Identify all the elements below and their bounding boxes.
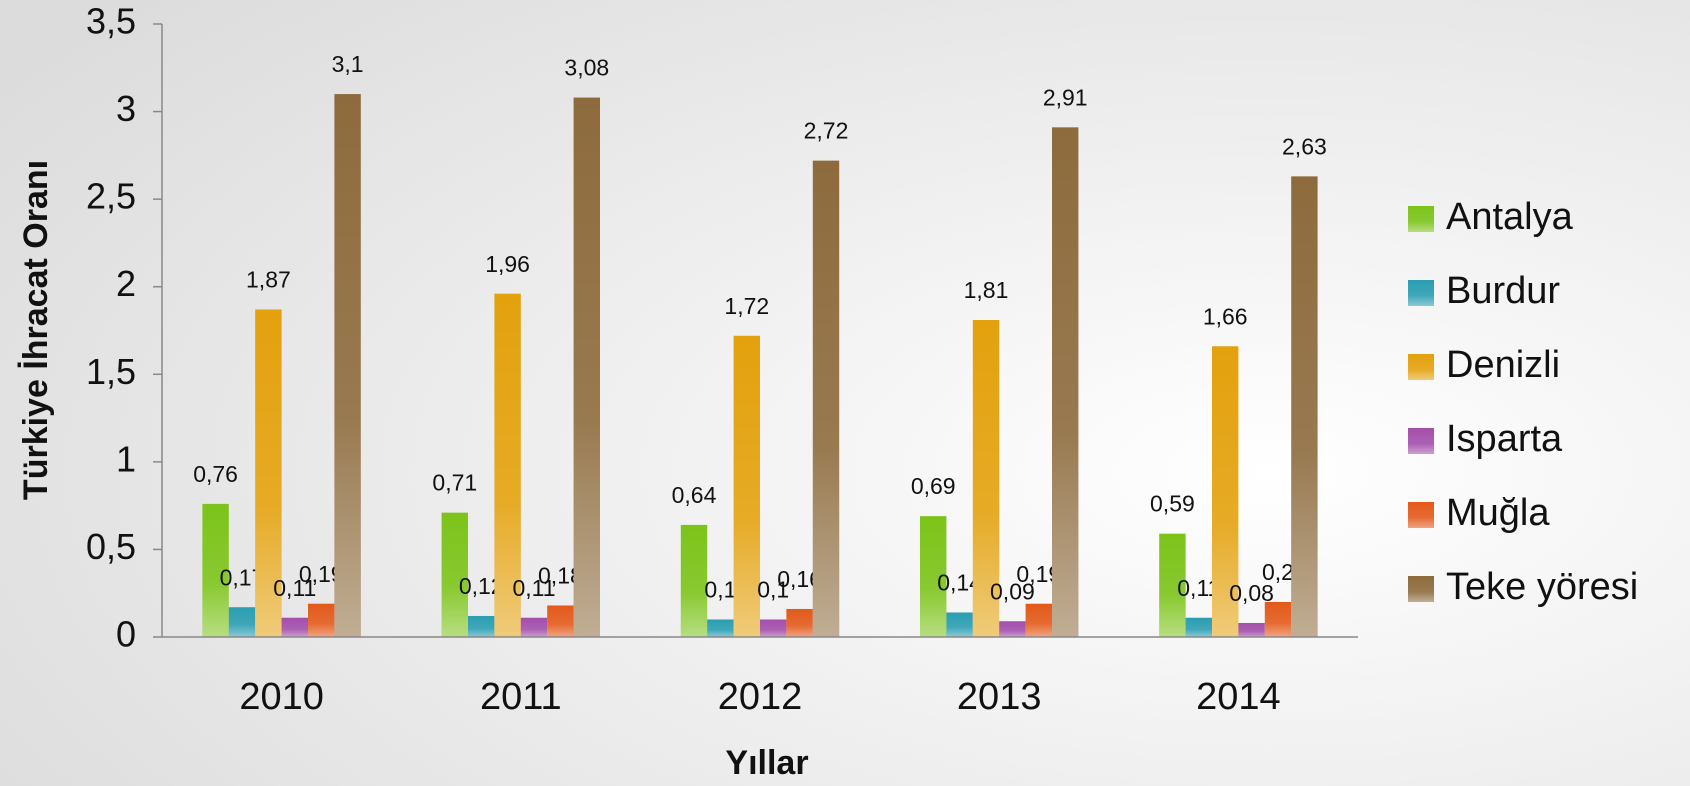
value-label: 1,66 bbox=[1203, 303, 1248, 329]
x-tick-label: 2011 bbox=[480, 676, 562, 718]
value-label: 1,81 bbox=[964, 277, 1009, 303]
bar-shade bbox=[972, 319, 1000, 637]
bar-shade bbox=[308, 603, 335, 637]
value-label: 0,64 bbox=[672, 482, 717, 508]
bar-shade bbox=[202, 503, 229, 637]
bar-shade bbox=[733, 335, 760, 637]
value-label: 3,08 bbox=[564, 55, 609, 81]
legend-swatch-shade bbox=[1408, 502, 1434, 528]
value-label: 0,71 bbox=[432, 470, 477, 496]
y-tick-label: 3,5 bbox=[86, 1, 136, 42]
value-label: 0,08 bbox=[1229, 580, 1274, 606]
y-tick-label: 0,5 bbox=[86, 526, 136, 567]
bar-shade bbox=[1025, 603, 1052, 637]
legend-label: Antalya bbox=[1446, 196, 1574, 238]
value-label: 0,11 bbox=[512, 575, 555, 601]
bar-shade bbox=[520, 617, 548, 637]
value-label: 2,72 bbox=[804, 118, 849, 144]
value-label: 0,11 bbox=[273, 575, 316, 601]
value-label: 0,69 bbox=[911, 473, 956, 499]
legend-swatch-shade bbox=[1408, 206, 1434, 232]
x-tick-label: 2012 bbox=[718, 676, 803, 718]
bar-shade bbox=[1212, 346, 1239, 637]
bar-shade bbox=[999, 621, 1026, 637]
y-tick-label: 0 bbox=[116, 614, 136, 655]
value-label: 0,09 bbox=[990, 578, 1035, 604]
y-tick-label: 2 bbox=[116, 263, 136, 304]
bar-shade bbox=[1185, 617, 1212, 637]
bar-shade bbox=[707, 619, 734, 637]
value-label: 0,1 bbox=[704, 577, 736, 603]
legend-label: Muğla bbox=[1446, 492, 1550, 534]
bar-shade bbox=[228, 607, 256, 637]
bar-shade bbox=[1159, 533, 1186, 637]
bar-shade bbox=[1238, 622, 1265, 637]
bar-shade bbox=[547, 605, 574, 637]
legend-swatch-shade bbox=[1408, 428, 1434, 454]
bar-shade bbox=[680, 524, 708, 637]
y-tick-label: 1,5 bbox=[86, 351, 136, 392]
legend-swatch-shade bbox=[1408, 576, 1434, 602]
x-tick-label: 2010 bbox=[239, 676, 324, 718]
legend-label: Denizli bbox=[1446, 344, 1560, 386]
legend-label: Burdur bbox=[1446, 270, 1560, 312]
bar-shade bbox=[441, 512, 468, 637]
bar-shade bbox=[494, 293, 521, 637]
value-label: 0,1 bbox=[757, 577, 789, 603]
value-label: 0,59 bbox=[1150, 491, 1195, 517]
y-tick-label: 3 bbox=[116, 88, 136, 129]
value-label: 3,1 bbox=[332, 51, 364, 77]
bar-shade bbox=[786, 608, 813, 637]
bar-shade bbox=[281, 617, 308, 637]
value-label: 2,91 bbox=[1043, 84, 1088, 110]
x-axis-title: Yıllar bbox=[725, 744, 808, 782]
value-label: 0,2 bbox=[1262, 559, 1294, 585]
y-axis-title: Türkiye İhracat Oranı bbox=[17, 160, 55, 500]
bar-shade bbox=[573, 97, 600, 637]
value-label: 1,72 bbox=[724, 293, 769, 319]
bar-shade bbox=[920, 516, 947, 637]
bar-shade bbox=[1052, 127, 1079, 637]
bar-shade bbox=[468, 615, 495, 637]
value-label: 2,63 bbox=[1282, 133, 1327, 159]
legend-label: Teke yöresi bbox=[1446, 566, 1638, 608]
y-tick-label: 2,5 bbox=[86, 176, 136, 217]
x-tick-label: 2014 bbox=[1196, 676, 1281, 718]
bar-shade bbox=[760, 619, 787, 637]
value-label: 1,87 bbox=[246, 267, 291, 293]
bar-shade bbox=[255, 309, 282, 637]
bar-shade bbox=[1264, 601, 1292, 637]
value-label: 1,96 bbox=[485, 251, 530, 277]
bar-shade bbox=[334, 94, 361, 638]
bar-shade bbox=[946, 612, 973, 637]
value-label: 0,76 bbox=[193, 461, 238, 487]
legend-swatch-shade bbox=[1408, 354, 1434, 380]
legend-swatch-shade bbox=[1408, 280, 1434, 306]
y-tick-label: 1 bbox=[116, 438, 136, 479]
x-tick-label: 2013 bbox=[957, 676, 1042, 718]
bar-shade bbox=[1291, 176, 1318, 638]
legend-label: Isparta bbox=[1446, 418, 1563, 460]
bar-shade bbox=[812, 160, 840, 637]
